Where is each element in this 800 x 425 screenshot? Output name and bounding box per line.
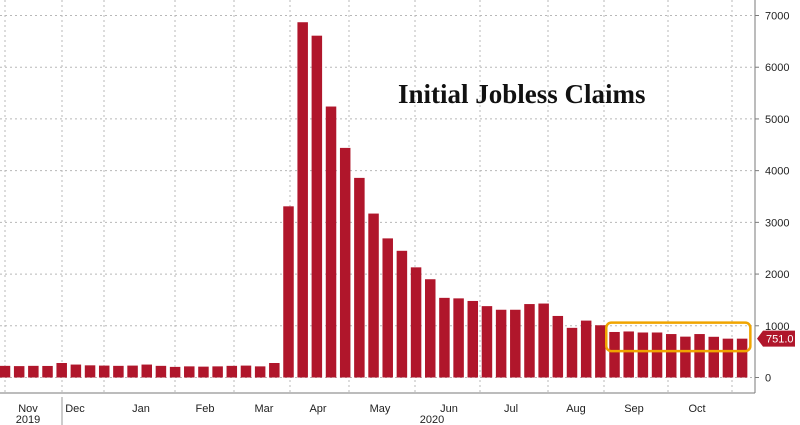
highlight-box [605, 321, 752, 353]
bar [736, 338, 748, 378]
x-tick-label: Mar [255, 403, 274, 415]
year-labels: 2019 2020 [16, 397, 444, 425]
bar [169, 366, 181, 378]
bar [42, 365, 53, 378]
bar [722, 338, 734, 378]
bar [680, 336, 691, 378]
bar [510, 309, 521, 378]
bar [311, 35, 323, 378]
bar [665, 334, 677, 378]
bar [453, 298, 464, 378]
bar [595, 325, 606, 378]
bar [368, 213, 379, 378]
bar [382, 238, 393, 378]
bar [439, 297, 450, 378]
bars-group [0, 22, 748, 378]
grid-lines [0, 0, 755, 393]
x-tick-label: Nov [18, 403, 38, 415]
x-tick-label: Apr [309, 403, 326, 415]
x-tick-label: Jul [504, 403, 518, 415]
bar [56, 363, 67, 378]
bar [84, 365, 96, 378]
bar [580, 320, 592, 378]
y-tick-label: 4000 [765, 166, 789, 178]
bar [184, 366, 195, 378]
y-tick-label: 0 [765, 372, 771, 384]
y-tick-label: 1000 [765, 321, 789, 333]
bar [410, 267, 422, 378]
x-tick-label: Jan [132, 403, 150, 415]
x-tick-label: Sep [624, 403, 644, 415]
bar [467, 300, 479, 378]
y-tick-labels: 0 1000 2000 3000 4000 5000 6000 7000 [755, 11, 789, 384]
bar [254, 366, 266, 378]
bar [609, 331, 620, 378]
x-tick-label: Dec [65, 403, 85, 415]
bar [212, 366, 223, 378]
bar [354, 177, 365, 378]
bar [425, 279, 436, 378]
bar [325, 106, 337, 378]
bar [269, 363, 280, 378]
bar [566, 327, 578, 378]
bar [651, 332, 663, 378]
bar [524, 304, 535, 378]
y-tick-label: 6000 [765, 62, 789, 74]
bar [694, 334, 705, 378]
bar [339, 147, 351, 378]
y-tick-label: 5000 [765, 114, 789, 126]
x-tick-label: Jun [440, 403, 458, 415]
year-label: 2020 [420, 414, 444, 425]
bar [283, 206, 294, 378]
bar [155, 365, 167, 378]
chart-title: Initial Jobless Claims [398, 79, 646, 109]
y-tick-label: 7000 [765, 11, 789, 23]
bar [396, 250, 408, 378]
bar [637, 332, 649, 378]
bar [198, 366, 209, 378]
y-tick-label: 2000 [765, 269, 789, 281]
y-tick-label: 3000 [765, 217, 789, 229]
last-value-tag: 751.0 [757, 330, 795, 347]
bar [538, 303, 549, 378]
bar [226, 365, 238, 378]
x-tick-labels: Nov Dec Jan Feb Mar Apr May Jun Jul Aug Sep Oct [18, 403, 705, 415]
bar [0, 365, 11, 378]
bar [481, 306, 493, 378]
x-tick-label: Aug [566, 403, 586, 415]
bar [495, 309, 507, 378]
bar [297, 22, 308, 378]
bar [13, 366, 25, 378]
last-value-tag-shape [757, 330, 795, 347]
bar [98, 365, 110, 378]
bar [70, 364, 82, 378]
bar [708, 336, 719, 378]
bar [623, 331, 634, 378]
bar [113, 365, 124, 378]
x-tick-label: Feb [196, 403, 215, 415]
x-tick-label: May [370, 403, 391, 415]
bar [552, 315, 564, 378]
bar [240, 365, 252, 378]
bar [127, 365, 138, 378]
year-label: 2019 [16, 414, 40, 425]
x-tick-label: Oct [688, 403, 705, 415]
bar [28, 365, 39, 378]
bar [141, 364, 152, 378]
last-value-text: 751.0 [766, 334, 794, 346]
